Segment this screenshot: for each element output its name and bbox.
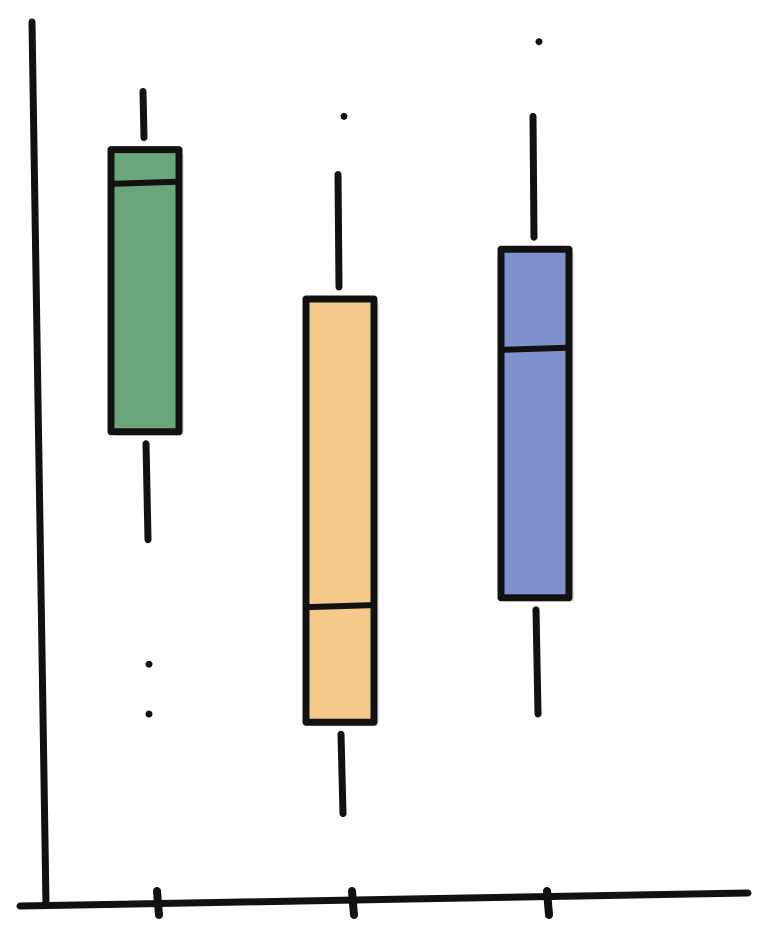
upper-whisker: [529, 112, 538, 241]
upper-whisker: [139, 88, 148, 142]
lower-whisker: [142, 440, 152, 544]
median-line: [500, 344, 570, 353]
y-axis: [28, 18, 50, 909]
lower-whisker: [532, 606, 542, 718]
outlier-point: [145, 660, 153, 668]
box-body: [497, 245, 573, 602]
x-tick-3: [543, 887, 553, 919]
box-2: [302, 112, 379, 818]
median-line: [110, 178, 180, 187]
outlier-point: [145, 710, 153, 718]
outlier-point: [535, 38, 543, 46]
x-axis: [16, 889, 752, 910]
x-tick-1: [153, 887, 163, 919]
box-3: [497, 38, 574, 718]
x-tick-2: [348, 887, 358, 919]
upper-whisker: [334, 171, 343, 291]
lower-whisker: [337, 730, 347, 818]
median-line: [305, 602, 375, 611]
box-body: [302, 295, 378, 726]
box-body: [107, 146, 183, 436]
outlier-point: [340, 112, 348, 120]
box-1: [107, 88, 184, 718]
